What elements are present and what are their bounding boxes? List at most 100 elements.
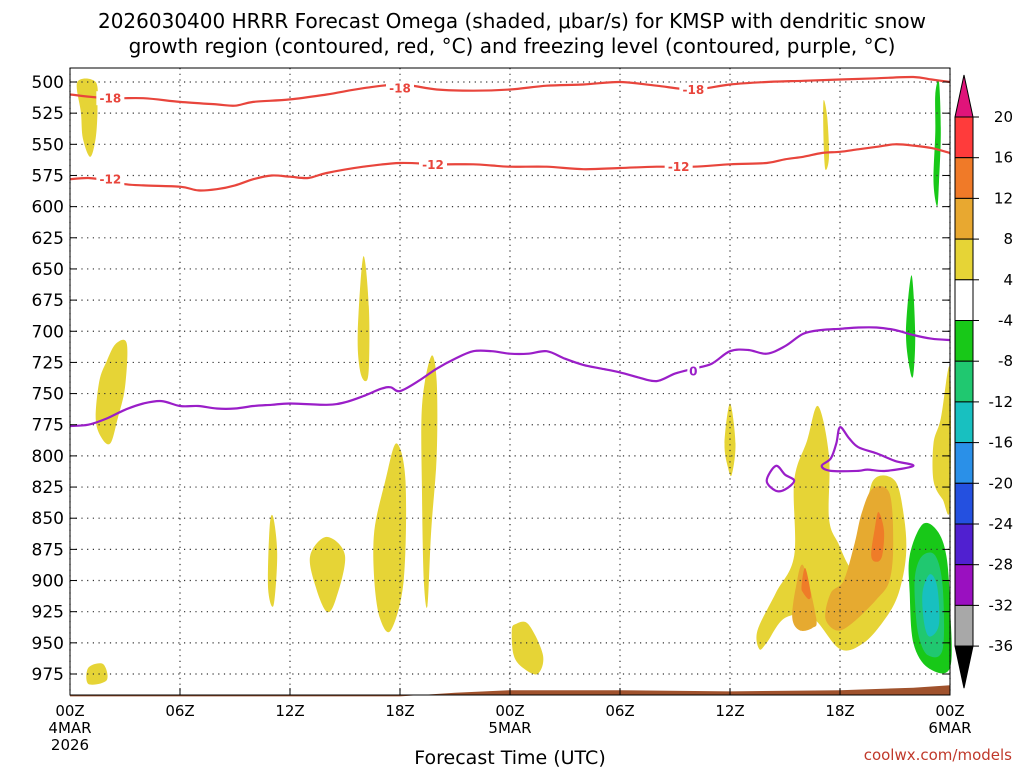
colorbar-label-1: 16 bbox=[994, 149, 1013, 167]
y-tick-label-0: 500 bbox=[32, 73, 64, 93]
y-tick-label-1: 525 bbox=[32, 104, 64, 124]
y-tick-label-8: 700 bbox=[32, 322, 64, 342]
contour-line-3 bbox=[765, 464, 796, 493]
x-tick-label-2: 12Z bbox=[275, 702, 304, 720]
omega-region-6 bbox=[373, 443, 407, 633]
grid-lines bbox=[69, 68, 951, 695]
x-tick-date-0: 4MAR bbox=[48, 719, 91, 737]
omega-region-5 bbox=[357, 256, 370, 382]
colorbar: 20 16 12 8 4 -4 -8 -12 -16 -20 -24 -28 -32 -36 bbox=[954, 74, 1014, 689]
y-tick-label-19: 975 bbox=[32, 665, 64, 685]
omega-region-12 bbox=[932, 366, 952, 515]
colorbar-label-12: -32 bbox=[989, 596, 1014, 614]
y-tick-label-10: 750 bbox=[32, 385, 64, 405]
y-tick-label-16: 900 bbox=[32, 572, 64, 592]
omega-shading bbox=[76, 78, 952, 685]
colorbar-label-6: -8 bbox=[998, 352, 1013, 370]
x-tick-date-4: 5MAR bbox=[488, 719, 531, 737]
omega-region-4 bbox=[309, 536, 346, 613]
contour-label-bg-2 bbox=[679, 82, 708, 97]
contour-label-bg-1 bbox=[386, 81, 414, 96]
contour-line-2 bbox=[69, 326, 951, 428]
contour-label-4: -12 bbox=[422, 158, 444, 172]
contour-label-bg-0 bbox=[96, 91, 125, 106]
omega-region-8 bbox=[511, 621, 544, 675]
contour-label-0: -18 bbox=[99, 92, 121, 106]
y-tick-label-3: 575 bbox=[32, 166, 64, 186]
colorbar-label-10: -24 bbox=[989, 515, 1014, 533]
colorbar-label-13: -36 bbox=[989, 637, 1014, 655]
omega-region-21 bbox=[922, 574, 940, 637]
y-tick-label-13: 825 bbox=[32, 478, 64, 498]
colorbar-label-8: -16 bbox=[989, 434, 1014, 452]
omega-region-7 bbox=[421, 355, 438, 608]
colorbar-swatch-7 bbox=[954, 401, 974, 444]
colorbar-label-3: 8 bbox=[1003, 230, 1013, 248]
y-tick-label-15: 875 bbox=[32, 540, 64, 560]
contour-line-0 bbox=[69, 75, 951, 107]
colorbar-swatch-11 bbox=[954, 564, 974, 606]
omega-region-2 bbox=[86, 663, 108, 685]
colorbar-swatch-6 bbox=[954, 360, 974, 403]
colorbar-swatch-2 bbox=[954, 197, 974, 240]
y-tick-label-6: 650 bbox=[32, 260, 64, 280]
contour-label-3: -12 bbox=[99, 173, 121, 187]
x-tick-label-3: 18Z bbox=[385, 702, 414, 720]
omega-region-0 bbox=[76, 78, 98, 157]
colorbar-swatch-3 bbox=[954, 238, 974, 281]
omega-region-3 bbox=[267, 514, 278, 607]
y-tick-label-2: 550 bbox=[32, 135, 64, 155]
y-tick-label-18: 950 bbox=[32, 634, 64, 654]
contour-label-bg-5 bbox=[664, 159, 693, 174]
omega-region-10 bbox=[823, 100, 830, 170]
colorbar-swatch-8 bbox=[954, 442, 974, 484]
credit-text: coolwx.com/models bbox=[864, 746, 1012, 764]
colorbar-label-4: 4 bbox=[1003, 271, 1013, 289]
colorbar-swatch-4 bbox=[954, 279, 974, 321]
colorbar-swatch-0 bbox=[954, 116, 974, 159]
x-tick-label-4: 00Z bbox=[495, 702, 524, 720]
x-tick-label-0: 00Z bbox=[55, 702, 84, 720]
contour-label-2: -18 bbox=[682, 83, 704, 97]
colorbar-swatch-10 bbox=[954, 523, 974, 566]
omega-region-17 bbox=[905, 275, 916, 378]
y-axis-ticks: 500 525 550 575 600 625 650 675 700 725 750 775 800 8… bbox=[32, 73, 950, 685]
y-tick-label-9: 725 bbox=[32, 353, 64, 373]
colorbar-label-5: -4 bbox=[998, 312, 1013, 330]
colorbar-swatch-9 bbox=[954, 482, 974, 525]
y-tick-label-17: 925 bbox=[32, 603, 64, 623]
colorbar-label-0: 20 bbox=[994, 108, 1013, 126]
colorbar-top-arrow bbox=[954, 74, 974, 118]
contour-line-4 bbox=[820, 426, 915, 473]
x-tick-label-6: 12Z bbox=[715, 702, 744, 720]
contour-label-bg-4 bbox=[419, 157, 447, 172]
contour-label-bg-3 bbox=[96, 172, 125, 187]
omega-region-13 bbox=[792, 564, 817, 631]
x-tick-label-5: 06Z bbox=[605, 702, 634, 720]
colorbar-swatch-12 bbox=[954, 604, 974, 647]
contour-label-bg-6 bbox=[687, 364, 700, 379]
colorbar-label-2: 12 bbox=[994, 189, 1013, 207]
omega-region-1 bbox=[95, 339, 128, 445]
x-tick-year-0: 2026 bbox=[51, 736, 89, 754]
omega-region-16 bbox=[801, 568, 811, 600]
contour-label-6: 0 bbox=[689, 365, 697, 379]
x-axis-label: Forecast Time (UTC) bbox=[414, 747, 605, 768]
omega-region-9 bbox=[724, 403, 736, 477]
x-tick-label-1: 06Z bbox=[165, 702, 194, 720]
x-tick-label-8: 00Z bbox=[935, 702, 964, 720]
x-tick-label-7: 18Z bbox=[825, 702, 854, 720]
contour-label-1: -18 bbox=[389, 82, 411, 96]
chart-title-line-1: 2026030400 HRRR Forecast Omega (shaded, … bbox=[98, 9, 926, 33]
contour-lines bbox=[69, 75, 951, 493]
y-tick-label-11: 775 bbox=[32, 416, 64, 436]
colorbar-bottom-arrow bbox=[954, 645, 974, 689]
y-tick-label-7: 675 bbox=[32, 291, 64, 311]
y-tick-label-4: 600 bbox=[32, 198, 64, 218]
y-tick-label-5: 625 bbox=[32, 229, 64, 249]
colorbar-label-11: -28 bbox=[989, 556, 1014, 574]
y-tick-label-12: 800 bbox=[32, 447, 64, 467]
contour-labels: -18 -18 -18 -12 -12 -12 0 bbox=[96, 81, 708, 379]
